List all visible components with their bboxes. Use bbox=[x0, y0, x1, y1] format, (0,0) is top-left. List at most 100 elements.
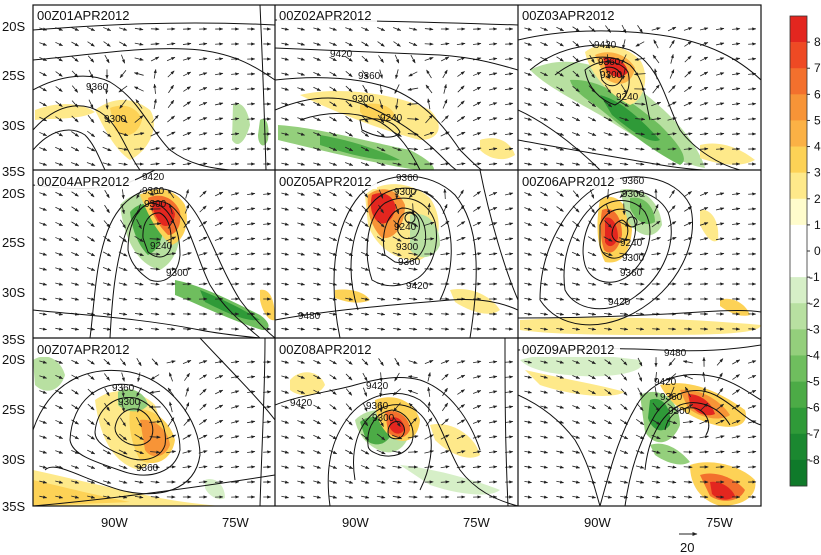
wind-vector-arrow bbox=[153, 69, 157, 79]
wind-vector-arrow bbox=[329, 419, 337, 425]
wind-vector-arrow bbox=[55, 450, 64, 454]
contour-label: 9360 bbox=[396, 173, 419, 184]
wind-vector-arrow bbox=[150, 162, 160, 166]
lat-label-30s: 30S bbox=[2, 452, 25, 467]
wind-vector-arrow bbox=[488, 237, 498, 241]
wind-vector-arrow bbox=[214, 102, 224, 106]
wind-vector-arrow bbox=[167, 189, 175, 199]
wind-vector-arrow bbox=[540, 86, 549, 92]
wind-vector-arrow bbox=[39, 131, 48, 137]
wind-vector-arrow bbox=[473, 206, 482, 212]
wind-vector-arrow bbox=[395, 98, 399, 110]
wind-vector-arrow bbox=[313, 434, 322, 440]
wind-vector-arrow bbox=[70, 146, 80, 152]
wind-vector-arrow bbox=[182, 450, 192, 454]
wind-vector-arrow bbox=[87, 190, 95, 198]
wind-vector-arrow bbox=[102, 282, 112, 286]
wind-vector-arrow bbox=[134, 235, 144, 243]
wind-vector-arrow bbox=[231, 132, 240, 136]
wind-vector-arrow bbox=[182, 116, 192, 122]
wind-vector-arrow bbox=[424, 190, 434, 198]
lat-label-20s: 20S bbox=[2, 19, 25, 34]
wind-vector-arrow bbox=[231, 480, 240, 484]
colorbar-swatch bbox=[790, 303, 807, 330]
wind-vector-arrow bbox=[313, 465, 322, 469]
wind-vector-arrow bbox=[716, 147, 725, 151]
wind-vector-arrow bbox=[587, 236, 597, 242]
wind-vector-arrow bbox=[540, 117, 549, 121]
wind-vector-arrow bbox=[103, 327, 112, 331]
wind-vector-arrow bbox=[424, 282, 434, 286]
wind-vector-arrow bbox=[185, 387, 189, 397]
wind-vector-arrow bbox=[87, 297, 96, 301]
wind-vector-arrow bbox=[587, 282, 597, 286]
wind-vector-arrow bbox=[247, 375, 256, 379]
wind-vector-arrow bbox=[281, 360, 290, 364]
wind-vector-arrow bbox=[588, 100, 596, 108]
vector-field bbox=[39, 357, 272, 499]
wind-vector-arrow bbox=[313, 237, 322, 241]
wind-vector-arrow bbox=[587, 132, 597, 136]
wind-vector-arrow bbox=[606, 188, 610, 200]
wind-vector-arrow bbox=[103, 418, 111, 426]
wind-vector-arrow bbox=[699, 56, 709, 62]
wind-vector-arrow bbox=[39, 192, 48, 196]
wind-vector-arrow bbox=[441, 327, 450, 331]
lon-label-75w: 75W bbox=[706, 515, 733, 530]
colorbar-swatch bbox=[790, 277, 807, 304]
wind-vector-arrow bbox=[377, 220, 385, 228]
wind-vector-arrow bbox=[425, 84, 433, 94]
wind-vector-arrow bbox=[651, 117, 662, 121]
lon-label-75w: 75W bbox=[222, 515, 249, 530]
wind-vector-arrow bbox=[263, 450, 272, 454]
wind-vector-arrow bbox=[699, 71, 709, 77]
wind-vector-arrow bbox=[329, 359, 337, 365]
wind-vector-arrow bbox=[424, 147, 435, 151]
wind-vector-arrow bbox=[345, 221, 353, 227]
colorbar-label: 7 bbox=[814, 61, 821, 75]
wind-vector-arrow bbox=[134, 27, 144, 31]
wind-vector-arrow bbox=[329, 374, 337, 380]
wind-vector-arrow bbox=[281, 147, 290, 151]
wind-vector-arrow bbox=[247, 117, 256, 121]
wind-vector-arrow bbox=[345, 41, 353, 47]
wind-vector-arrow bbox=[87, 403, 95, 411]
geopotential-contours bbox=[518, 30, 761, 170]
contour-label: 9360 bbox=[398, 257, 421, 268]
wind-vector-arrow bbox=[313, 374, 321, 380]
wind-vector-arrow bbox=[87, 374, 95, 380]
wind-vector-arrow bbox=[297, 435, 306, 439]
wind-vector-arrow bbox=[457, 71, 465, 77]
wind-vector-arrow bbox=[524, 192, 532, 196]
wind-vector-arrow bbox=[345, 236, 354, 242]
wind-vector-arrow bbox=[281, 267, 290, 271]
wind-vector-arrow bbox=[505, 252, 514, 256]
wind-vector-arrow bbox=[633, 72, 646, 76]
wind-vector-arrow bbox=[329, 267, 338, 271]
wind-vector-arrow bbox=[488, 87, 498, 91]
wind-vector-arrow bbox=[313, 132, 322, 136]
contour-label: 9240 bbox=[380, 113, 403, 124]
wind-vector-arrow bbox=[329, 162, 338, 166]
wind-vector-arrow bbox=[281, 87, 290, 91]
wind-vector-arrow bbox=[39, 86, 47, 92]
wind-vector-arrow bbox=[683, 117, 693, 121]
wind-vector-arrow bbox=[603, 132, 613, 136]
wind-vector-arrow bbox=[505, 102, 514, 106]
wind-vector-arrow bbox=[606, 203, 611, 215]
wind-vector-arrow bbox=[121, 189, 125, 200]
wind-vector-arrow bbox=[215, 162, 224, 166]
wind-vector-arrow bbox=[39, 252, 48, 256]
wind-vector-arrow bbox=[748, 42, 757, 46]
wind-vector-arrow bbox=[166, 360, 176, 364]
wind-vector-arrow bbox=[87, 41, 95, 47]
wind-vector-arrow bbox=[524, 117, 533, 121]
wind-vector-arrow bbox=[71, 480, 80, 484]
wind-vector-arrow bbox=[715, 42, 725, 46]
wind-vector-arrow bbox=[377, 41, 385, 47]
wind-vector-arrow bbox=[345, 312, 354, 316]
wind-vector-arrow bbox=[524, 297, 533, 301]
map-panel-7 bbox=[33, 338, 275, 506]
wind-vector-arrow bbox=[118, 282, 128, 286]
wind-vector-arrow bbox=[247, 267, 256, 271]
